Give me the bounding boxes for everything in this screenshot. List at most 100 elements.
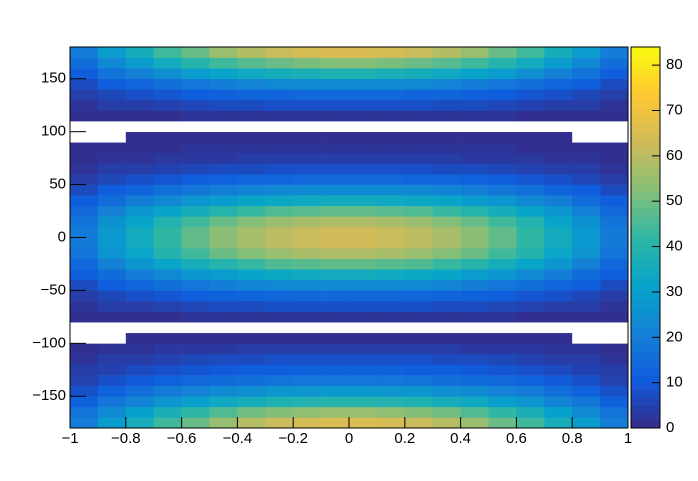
bin [488,152,517,164]
bin [544,301,573,312]
bin [265,47,294,58]
bin [265,89,294,101]
bin [321,110,350,122]
x-tick-label: 0.8 [562,430,583,447]
bin [460,47,489,58]
bin [432,406,461,418]
bin [181,131,210,143]
bin [209,184,238,196]
bin [153,184,182,196]
bin [376,332,406,344]
bin [181,163,210,175]
bin [544,205,573,217]
bin [237,311,266,323]
bin [265,311,294,323]
y-tick-label: 150 [41,70,66,87]
bin [376,131,406,143]
bin [349,364,378,376]
bin [125,216,154,228]
bin [460,195,489,207]
bin [432,57,461,69]
bin [181,396,210,408]
bin [376,205,406,217]
bin [265,301,294,312]
bin [70,311,99,323]
bin [181,417,210,429]
bin [376,322,406,334]
bin [432,110,461,122]
bin [97,279,127,291]
bin [293,248,322,259]
bin [70,142,99,154]
x-tick-label: 0.2 [394,430,415,447]
bin [209,237,238,249]
bin [153,89,182,101]
bin [70,353,99,365]
bin [349,142,378,154]
bin [321,322,350,334]
bin [432,258,461,270]
bin [572,142,601,154]
bin [460,301,489,312]
axes: −1 −0.8 −0.6 −0.4 −0.2 0 0.2 0.4 0.6 0.8 1 −150 −100… [32,46,632,447]
color-scale-step [631,130,660,139]
color-scale-step [631,245,660,254]
bin [209,205,238,217]
color-scale-step [631,405,660,414]
color-scale-step [631,69,660,78]
bin [544,417,573,429]
bin [460,364,489,376]
bin [70,163,99,175]
bin [349,290,378,302]
bin [460,174,489,185]
bin [488,205,517,217]
bin [293,396,322,408]
bin [432,396,461,408]
bin [544,322,573,334]
bin [488,396,517,408]
bin [181,343,210,355]
bin [237,68,266,80]
bin [97,121,127,132]
bin [488,174,517,185]
color-scale-step [631,367,660,375]
bin [153,269,182,281]
bin [460,353,489,365]
bin [376,195,406,207]
color-scale-step [631,214,660,223]
bin [209,353,238,365]
bin [321,417,350,429]
bin [376,152,406,164]
bin [432,89,461,101]
bin [70,322,99,334]
bin [237,152,266,164]
bin [572,226,601,238]
bin [432,131,461,143]
bin [209,417,238,429]
bin [376,163,406,175]
bin [293,184,322,196]
bin [209,121,238,132]
bin [265,152,294,164]
bin [70,110,99,122]
bin [544,364,573,376]
bin [349,343,378,355]
bin [181,184,210,196]
bin [70,332,99,344]
bin [572,174,601,185]
z-tick-label: 70 [666,101,683,118]
bin [97,142,127,154]
bin [237,57,266,69]
bin [349,353,378,365]
bin [349,99,378,111]
bin [97,237,127,249]
bin [488,110,517,122]
color-scale-step [631,374,660,383]
color-scale-step [631,77,660,86]
bin [97,57,127,69]
bin [265,142,294,154]
bin [544,353,573,365]
bin [97,311,127,323]
y-tick-label: −50 [41,281,66,298]
bin [376,279,406,291]
